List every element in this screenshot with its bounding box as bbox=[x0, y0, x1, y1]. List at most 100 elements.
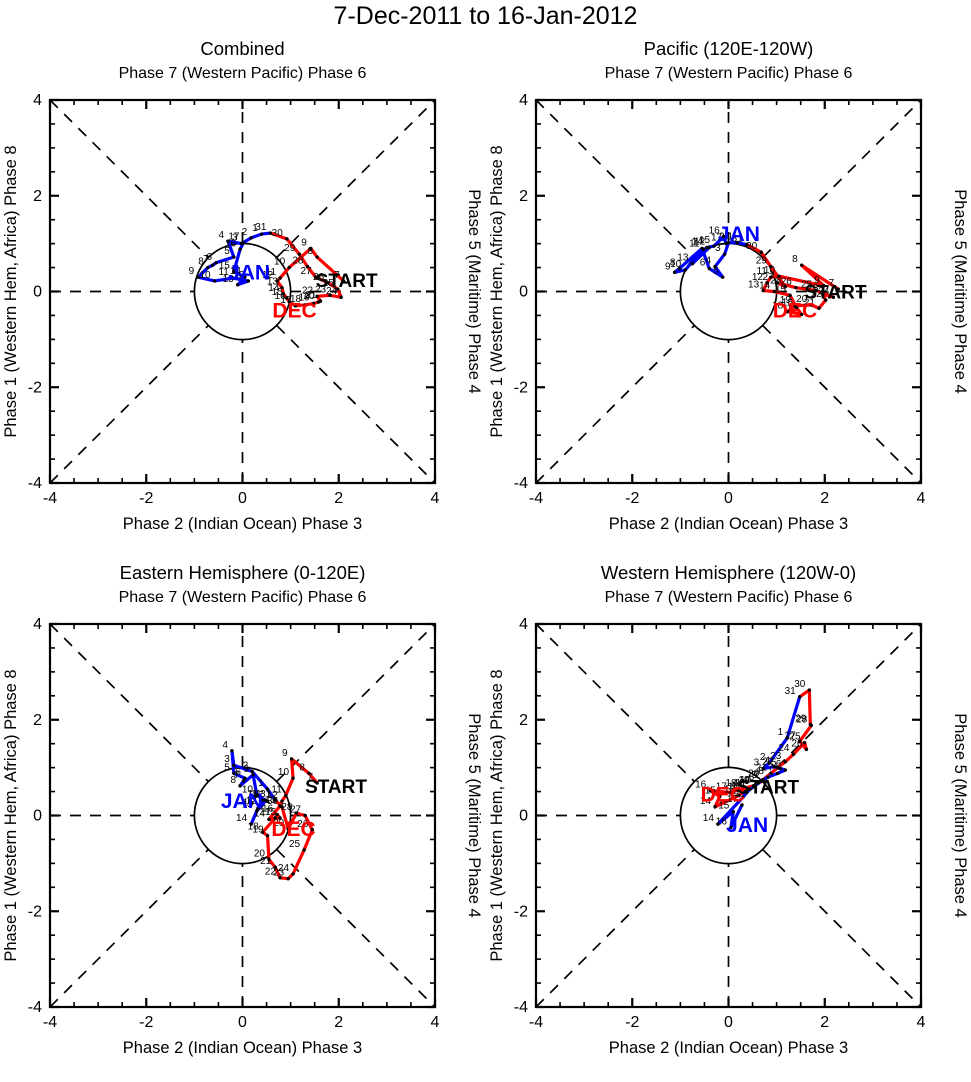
day-label: 7 bbox=[308, 772, 314, 783]
day-marker bbox=[235, 283, 240, 287]
month-label-jan: JAN bbox=[228, 261, 270, 284]
day-label: 14 bbox=[700, 796, 712, 807]
day-marker bbox=[707, 266, 711, 271]
day-label: 11 bbox=[271, 784, 282, 795]
day-marker bbox=[212, 279, 217, 283]
day-marker bbox=[772, 289, 776, 294]
x-tick-label: -2 bbox=[625, 490, 639, 507]
day-label: 15 bbox=[243, 797, 255, 808]
day-marker bbox=[265, 833, 270, 838]
day-marker bbox=[705, 245, 709, 250]
day-label: 25 bbox=[789, 732, 801, 743]
day-marker bbox=[251, 773, 255, 777]
day-label: 12 bbox=[728, 782, 740, 793]
day-marker bbox=[241, 240, 246, 245]
day-label: 13 bbox=[748, 280, 760, 291]
day-label: 13 bbox=[223, 274, 235, 285]
y-tick-label: 2 bbox=[33, 712, 42, 729]
day-marker bbox=[713, 264, 717, 269]
x-tick-label: 0 bbox=[724, 1014, 733, 1031]
day-marker bbox=[265, 787, 270, 791]
x-tick-label: 0 bbox=[238, 490, 247, 507]
x-tick-label: 4 bbox=[431, 490, 440, 507]
day-label: 26 bbox=[781, 277, 793, 288]
day-label: 7 bbox=[754, 770, 760, 781]
x-axis-label: Phase 2 (Indian Ocean) Phase 3 bbox=[609, 1039, 848, 1057]
day-label: 11 bbox=[731, 781, 742, 792]
y-axis-label-right: Phase 5 (Maritime) Phase 4 bbox=[951, 713, 969, 918]
day-label: 14 bbox=[236, 813, 248, 824]
month-label-dec: DEC bbox=[701, 783, 745, 806]
day-label: 3 bbox=[754, 758, 760, 769]
day-marker bbox=[312, 301, 316, 306]
day-marker bbox=[824, 298, 828, 302]
day-label: 8 bbox=[749, 772, 755, 783]
day-marker bbox=[701, 247, 706, 252]
day-marker bbox=[783, 768, 787, 772]
day-label: 16 bbox=[248, 789, 260, 800]
y-tick-label: -2 bbox=[28, 379, 42, 396]
panel-western: Western Hemisphere (120W-0) Phase 7 (Wes… bbox=[486, 562, 971, 1082]
x-tick-label: -2 bbox=[139, 490, 153, 507]
day-marker bbox=[328, 293, 332, 298]
day-marker bbox=[232, 255, 236, 259]
day-label: 6 bbox=[776, 759, 782, 770]
day-label: 29 bbox=[795, 714, 807, 725]
day-label: 27 bbox=[785, 730, 797, 741]
day-label: 12 bbox=[694, 236, 706, 247]
day-label: 27 bbox=[290, 805, 302, 816]
y-tick-label: 2 bbox=[519, 188, 528, 205]
day-marker bbox=[206, 265, 210, 270]
day-marker bbox=[315, 294, 319, 298]
day-marker bbox=[718, 794, 722, 799]
day-marker bbox=[255, 793, 259, 798]
day-marker bbox=[729, 825, 733, 830]
day-marker bbox=[250, 769, 254, 774]
day-label: 13 bbox=[677, 253, 689, 264]
day-label: 23 bbox=[807, 283, 819, 294]
day-marker bbox=[716, 822, 720, 826]
day-marker bbox=[310, 828, 314, 832]
day-markers: 7891011121314151617181920212223242526272… bbox=[695, 679, 813, 830]
month-label-jan: JAN bbox=[726, 814, 768, 837]
day-label: 12 bbox=[752, 272, 764, 283]
day-label: 10 bbox=[199, 270, 211, 281]
x-axis-label: Phase 2 (Indian Ocean) Phase 3 bbox=[123, 515, 362, 533]
day-label: 8 bbox=[792, 254, 798, 265]
day-label: 19 bbox=[299, 292, 311, 303]
day-label: 22 bbox=[265, 867, 277, 878]
day-label: 4 bbox=[222, 740, 228, 751]
day-label: 14 bbox=[759, 281, 771, 292]
day-label: 11 bbox=[251, 789, 262, 800]
month-label-dec: DEC bbox=[271, 818, 315, 841]
day-label: 1 bbox=[252, 223, 258, 234]
y-tick-label: 0 bbox=[33, 284, 42, 301]
panel-top-axis-label: Phase 7 (Western Pacific) Phase 6 bbox=[604, 65, 853, 82]
x-tick-label: 4 bbox=[431, 1014, 440, 1031]
day-label: 14 bbox=[230, 266, 242, 277]
day-label: 8 bbox=[198, 257, 204, 268]
day-marker bbox=[278, 276, 282, 280]
day-label: 15 bbox=[219, 260, 231, 271]
day-label: 14 bbox=[703, 813, 715, 824]
day-marker bbox=[761, 288, 765, 293]
day-marker bbox=[287, 265, 291, 270]
day-marker bbox=[775, 771, 780, 776]
day-marker bbox=[238, 247, 242, 252]
y-axis-label-right: Phase 5 (Maritime) Phase 4 bbox=[465, 189, 483, 394]
day-marker bbox=[808, 722, 813, 727]
day-marker bbox=[795, 306, 799, 310]
day-label: 26 bbox=[313, 272, 325, 283]
day-marker bbox=[788, 293, 792, 298]
day-marker bbox=[291, 776, 295, 780]
day-marker bbox=[822, 284, 826, 288]
day-label: 19 bbox=[252, 825, 264, 836]
day-label: 17 bbox=[280, 295, 292, 306]
day-label: 12 bbox=[246, 796, 258, 807]
day-marker bbox=[804, 747, 809, 752]
x-axis-label: Phase 2 (Indian Ocean) Phase 3 bbox=[123, 1039, 362, 1057]
day-marker bbox=[767, 761, 772, 765]
